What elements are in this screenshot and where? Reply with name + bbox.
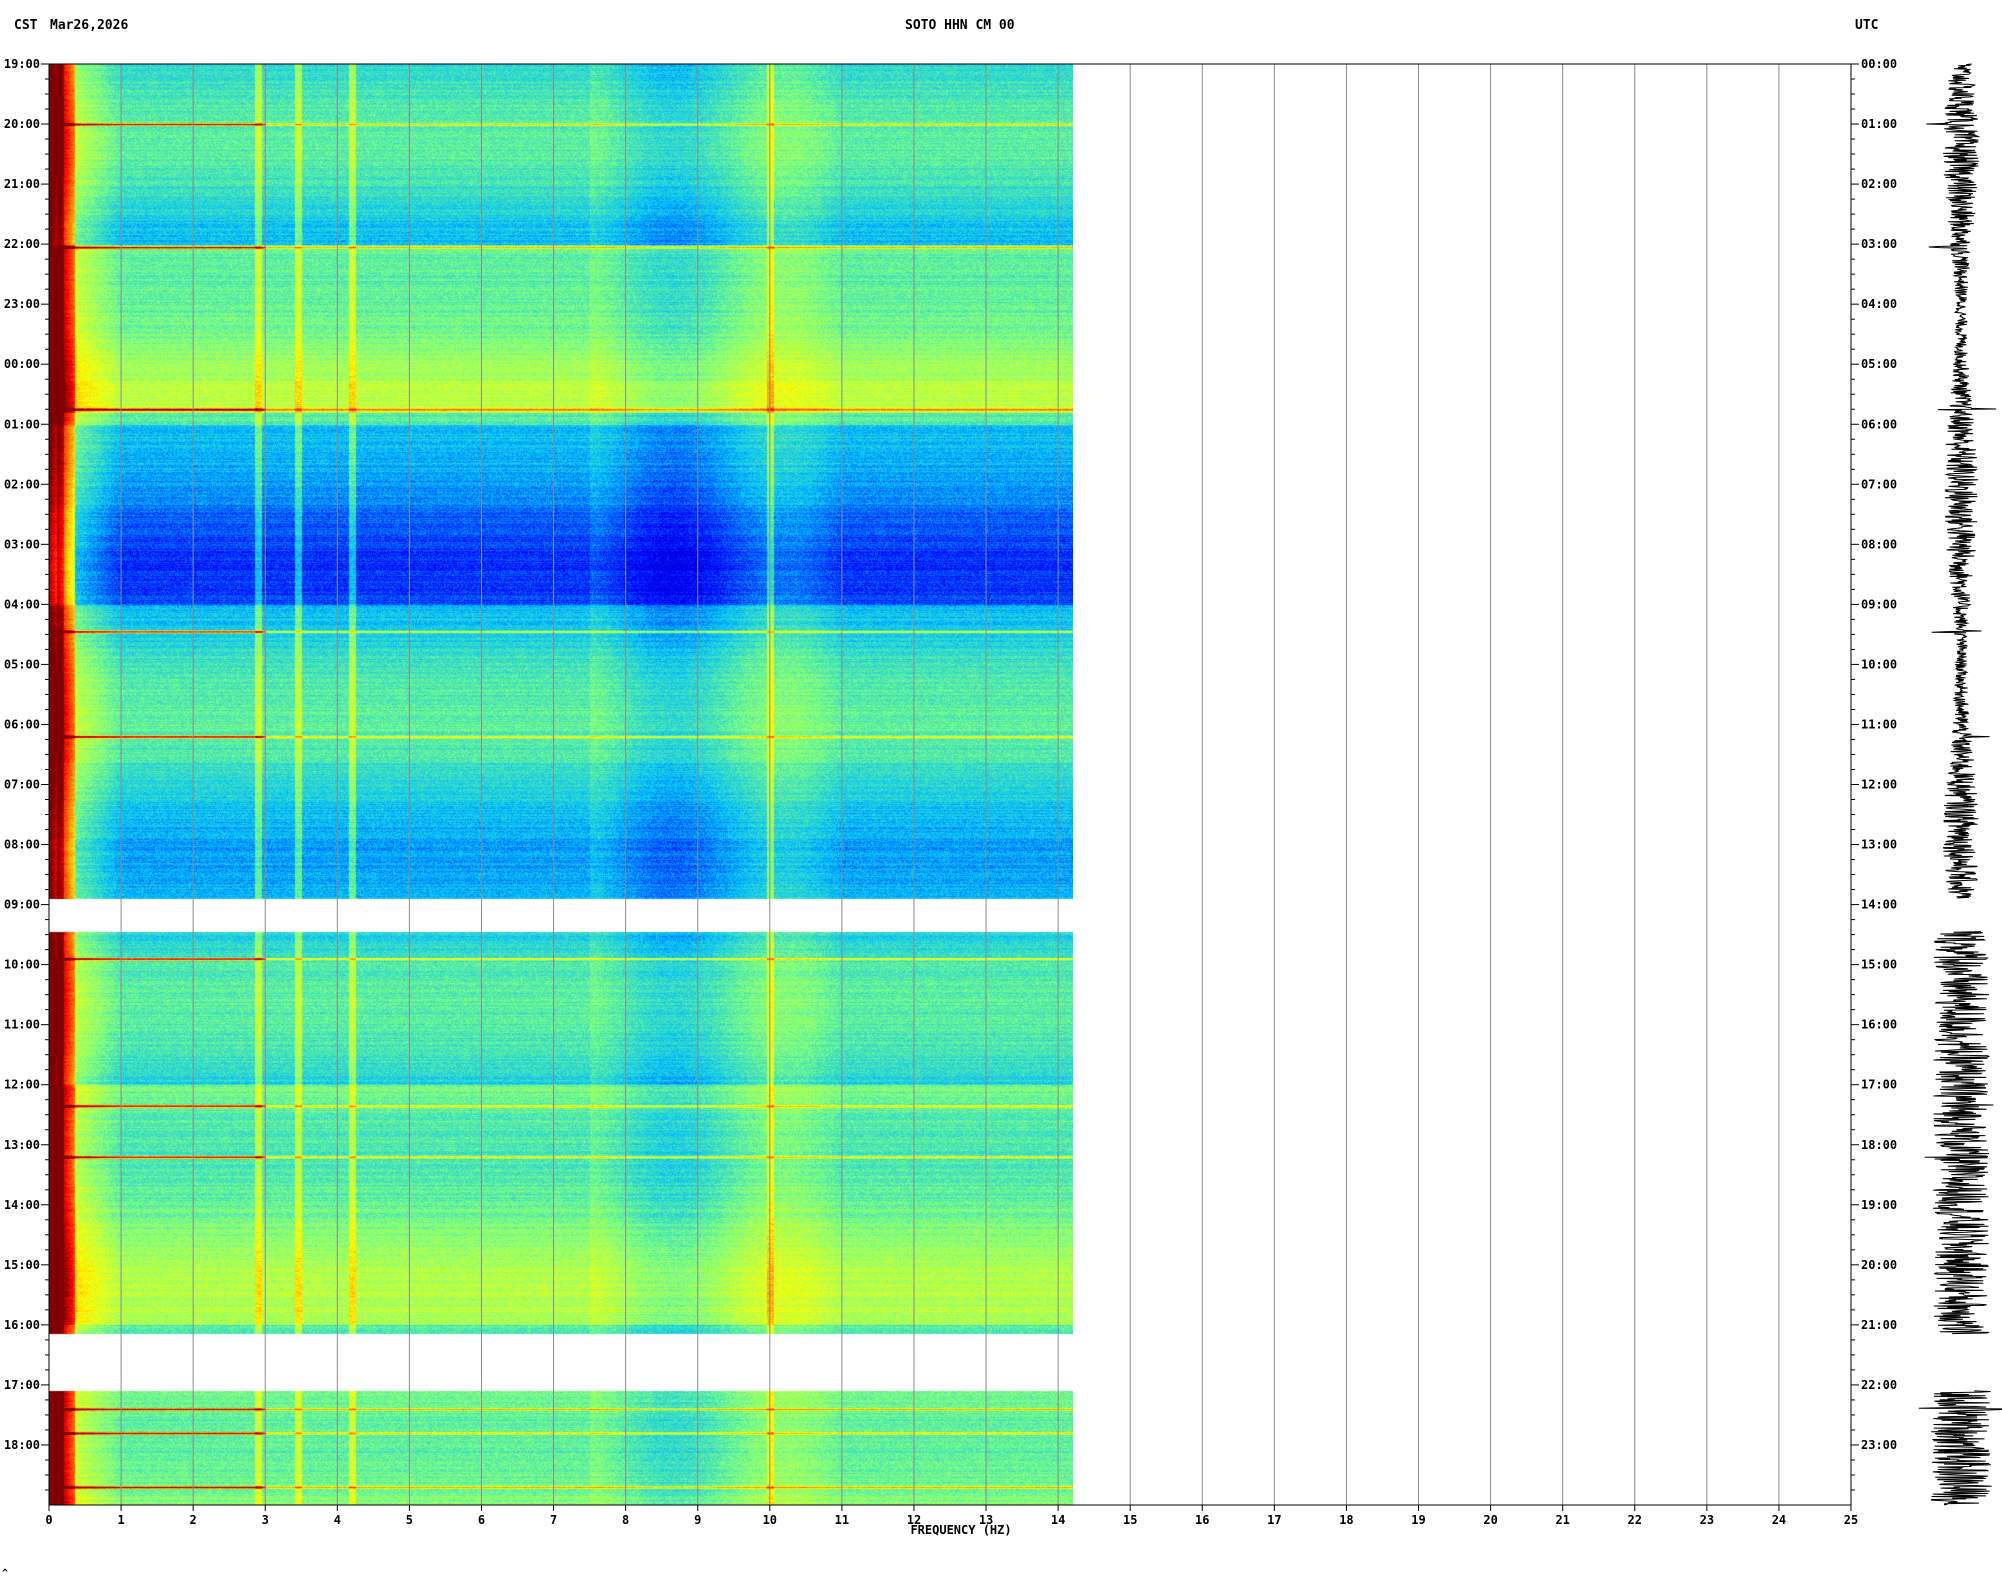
left-time-label: 14:00 — [4, 1198, 40, 1212]
x-tick-label: 2 — [190, 1513, 197, 1527]
time-zone-left-label: CST — [14, 18, 38, 33]
left-time-label: 07:00 — [4, 778, 40, 792]
left-time-label: 17:00 — [4, 1378, 40, 1392]
right-time-label: 17:00 — [1861, 1078, 1897, 1092]
left-time-label: 12:00 — [4, 1078, 40, 1092]
left-time-label: 06:00 — [4, 717, 40, 731]
station-title: SOTO HHN CM 00 — [905, 18, 1015, 33]
right-time-label: 20:00 — [1861, 1258, 1897, 1272]
spectrogram-image — [49, 64, 1073, 1505]
x-tick-label: 9 — [694, 1513, 701, 1527]
seismogram-segment — [1926, 63, 1997, 899]
left-time-label: 04:00 — [4, 597, 40, 611]
x-tick-label: 13 — [979, 1513, 993, 1527]
left-time-label: 16:00 — [4, 1318, 40, 1332]
x-tick-label: 12 — [907, 1513, 921, 1527]
right-time-label: 11:00 — [1861, 717, 1897, 731]
time-zone-right-label: UTC — [1855, 18, 1879, 33]
x-tick-label: 11 — [835, 1513, 849, 1527]
right-time-label: 07:00 — [1861, 477, 1897, 491]
right-time-label: 06:00 — [1861, 417, 1897, 431]
left-time-label: 15:00 — [4, 1258, 40, 1272]
x-tick-label: 4 — [334, 1513, 341, 1527]
right-time-label: 22:00 — [1861, 1378, 1897, 1392]
frequency-gridlines — [120, 64, 1780, 1505]
right-time-label: 10:00 — [1861, 657, 1897, 671]
right-time-label: 19:00 — [1861, 1198, 1897, 1212]
left-time-label: 22:00 — [4, 237, 40, 251]
date-label: Mar26,2026 — [50, 18, 129, 33]
corner-mark: ^ — [2, 1568, 9, 1579]
right-time-label: 23:00 — [1861, 1438, 1897, 1452]
seismogram-segment — [1924, 931, 1994, 1335]
seismogram-trace — [1918, 63, 2002, 1506]
x-tick-label: 7 — [550, 1513, 557, 1527]
left-time-label: 03:00 — [4, 537, 40, 551]
left-time-label: 10:00 — [4, 958, 40, 972]
x-tick-label: 3 — [262, 1513, 269, 1527]
left-time-label: 01:00 — [4, 417, 40, 431]
x-tick-label: 22 — [1628, 1513, 1642, 1527]
right-time-label: 03:00 — [1861, 237, 1897, 251]
x-tick-label: 15 — [1123, 1513, 1137, 1527]
frequency-axis: 0 1 2 3 4 5 6 7 8 9 10 11 12 13 14 15 16 17 18 19 20 21 22 23 24… — [45, 1505, 1858, 1537]
x-tick-label: 6 — [478, 1513, 485, 1527]
x-tick-label: 18 — [1339, 1513, 1353, 1527]
right-time-label: 15:00 — [1861, 958, 1897, 972]
x-axis-label: FREQUENCY (HZ) — [910, 1523, 1011, 1537]
x-tick-label: 5 — [406, 1513, 413, 1527]
x-tick-label: 14 — [1051, 1513, 1065, 1527]
right-time-label: 08:00 — [1861, 537, 1897, 551]
x-tick-label: 20 — [1483, 1513, 1497, 1527]
left-time-label: 08:00 — [4, 838, 40, 852]
x-tick-label: 8 — [622, 1513, 629, 1527]
right-time-label: 01:00 — [1861, 117, 1897, 131]
right-time-label: 04:00 — [1861, 297, 1897, 311]
x-tick-label: 25 — [1844, 1513, 1858, 1527]
x-tick-label: 21 — [1555, 1513, 1569, 1527]
x-tick-label: 19 — [1411, 1513, 1425, 1527]
x-tick-label: 10 — [763, 1513, 777, 1527]
left-time-label: 05:00 — [4, 657, 40, 671]
seismogram-segment — [1918, 1390, 2002, 1506]
left-time-label: 21:00 — [4, 177, 40, 191]
left-time-axis: 19:00 20:00 21:00 22:00 23:00 00:00 01:00 02:00… — [4, 57, 49, 1491]
left-time-label: 13:00 — [4, 1138, 40, 1152]
left-time-label: 00:00 — [4, 357, 40, 371]
left-time-label: 23:00 — [4, 297, 40, 311]
left-time-label: 02:00 — [4, 477, 40, 491]
right-time-label: 16:00 — [1861, 1018, 1897, 1032]
right-time-label: 09:00 — [1861, 597, 1897, 611]
x-tick-label: 24 — [1772, 1513, 1786, 1527]
x-tick-label: 16 — [1195, 1513, 1209, 1527]
x-tick-label: 0 — [45, 1513, 52, 1527]
x-tick-label: 1 — [117, 1513, 124, 1527]
x-tick-label: 17 — [1267, 1513, 1281, 1527]
right-time-label: 02:00 — [1861, 177, 1897, 191]
left-time-label: 18:00 — [4, 1438, 40, 1452]
right-time-label: 14:00 — [1861, 898, 1897, 912]
right-time-label: 21:00 — [1861, 1318, 1897, 1332]
spectrogram-heatmap — [49, 64, 1073, 1505]
right-time-label: 13:00 — [1861, 838, 1897, 852]
right-time-axis: 00:00 01:00 02:00 03:00 04:00 05:00 06:00 07:00… — [1851, 57, 1897, 1491]
left-time-label: 19:00 — [4, 57, 40, 71]
right-time-label: 05:00 — [1861, 357, 1897, 371]
x-tick-label: 23 — [1700, 1513, 1714, 1527]
left-time-label: 20:00 — [4, 117, 40, 131]
right-time-label: 12:00 — [1861, 778, 1897, 792]
right-time-label: 18:00 — [1861, 1138, 1897, 1152]
left-time-label: 11:00 — [4, 1018, 40, 1032]
right-time-label: 00:00 — [1861, 57, 1897, 71]
left-time-label: 09:00 — [4, 898, 40, 912]
